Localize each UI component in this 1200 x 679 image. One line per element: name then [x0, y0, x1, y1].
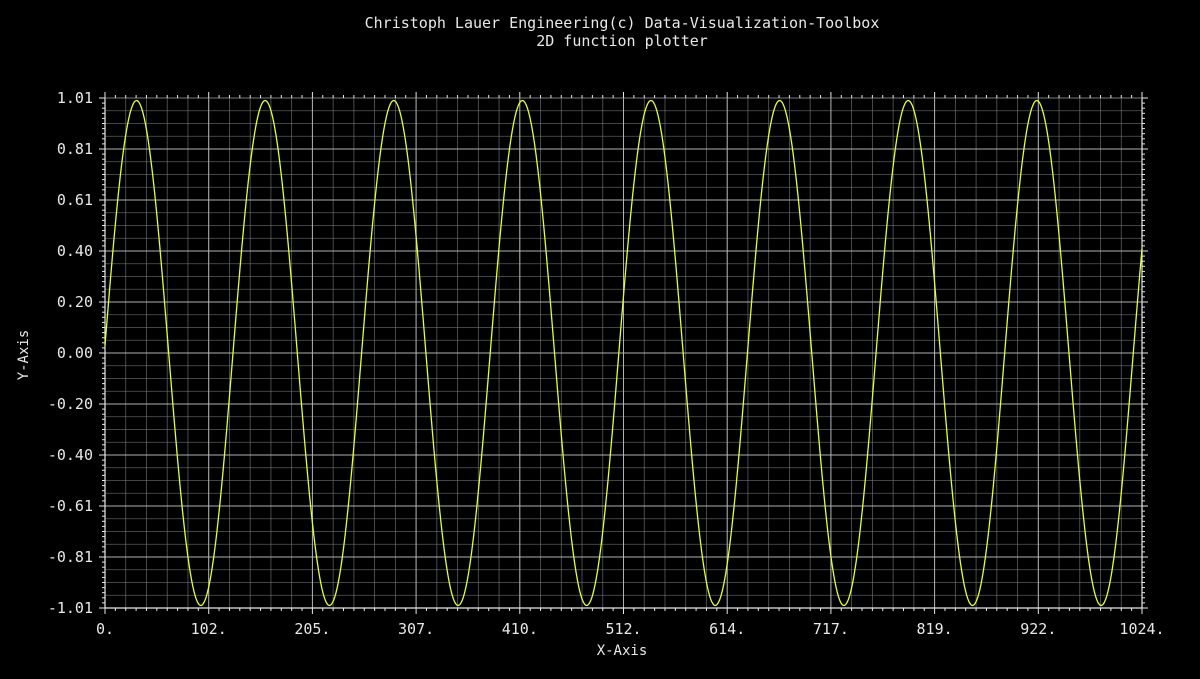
x-tick-label: 614.: [709, 620, 745, 638]
x-tick-labels: 0. 102. 205. 307. 410. 512. 614. 717. 819. 922. 10…: [96, 620, 1165, 638]
series-layer: [104, 99, 1143, 607]
x-tick-label: 102.: [191, 620, 227, 638]
y-tick-labels: 1.01 0.81 0.61 0.40 0.20 0.00 -0.20 -0.40 -0.61 -…: [48, 89, 93, 617]
series-line: [104, 99, 1143, 607]
y-tick-label: 0.81: [57, 140, 93, 158]
y-tick-label: 1.01: [57, 89, 93, 107]
x-tick-label: 0.: [96, 620, 114, 638]
y-tick-label: -0.61: [48, 497, 93, 515]
x-axis-label: X-Axis: [597, 643, 648, 659]
x-tick-label: 307.: [398, 620, 434, 638]
y-tick-label: -0.40: [48, 446, 93, 464]
y-tick-label: 0.00: [57, 344, 93, 362]
x-tick-label: 717.: [813, 620, 849, 638]
y-tick-label: 0.40: [57, 242, 93, 260]
x-tick-label: 1024.: [1119, 620, 1164, 638]
x-tick-label: 410.: [502, 620, 538, 638]
chart-title: Christoph Lauer Engineering(c) Data-Visu…: [365, 14, 880, 32]
y-axis-label: Y-Axis: [16, 330, 32, 381]
x-tick-label: 205.: [294, 620, 330, 638]
x-tick-label: 922.: [1020, 620, 1056, 638]
chart-subtitle: 2D function plotter: [536, 32, 708, 50]
y-tick-label: -1.01: [48, 599, 93, 617]
x-tick-label: 512.: [605, 620, 641, 638]
y-tick-label: -0.20: [48, 395, 93, 413]
y-tick-label: 0.61: [57, 191, 93, 209]
y-tick-label: -0.81: [48, 548, 93, 566]
x-tick-label: 819.: [917, 620, 953, 638]
axis-ticks: [99, 92, 1148, 614]
y-tick-label: 0.20: [57, 293, 93, 311]
